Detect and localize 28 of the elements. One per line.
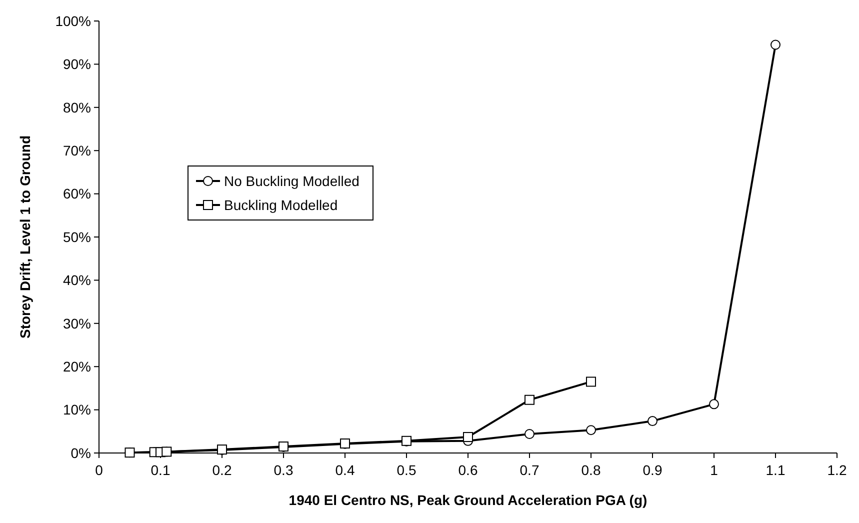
legend-label: Buckling Modelled <box>224 196 338 213</box>
y-tick-label: 80% <box>62 99 91 116</box>
x-tick-label: 1.1 <box>766 462 786 478</box>
x-tick-label: 0.1 <box>150 462 170 478</box>
y-tick-label: 60% <box>62 186 91 202</box>
y-tick-label: 40% <box>62 272 91 288</box>
x-tick-label: 1.2 <box>827 462 847 478</box>
x-tick-label: 0.6 <box>458 462 478 478</box>
y-tick-label: 0% <box>70 444 91 461</box>
y-tick-label: 10% <box>62 402 91 418</box>
x-tick-label: 0.2 <box>212 462 232 478</box>
x-tick-label: 0.8 <box>581 462 601 478</box>
x-tick-label: 0.9 <box>642 462 662 478</box>
x-tick-label: 0.4 <box>335 462 355 478</box>
y-tick-label: 20% <box>62 358 91 374</box>
x-tick-label: 0 <box>95 462 104 478</box>
y-axis-title: Storey Drift, Level 1 to Ground <box>17 135 33 339</box>
x-tick-label: 0.7 <box>520 462 540 478</box>
x-axis-title: 1940 El Centro NS, Peak Ground Acceleration PGA (g) <box>288 492 648 508</box>
y-tick-label: 70% <box>62 142 91 158</box>
y-tick-label: 30% <box>62 315 91 332</box>
x-tick-label: 0.5 <box>396 462 416 478</box>
y-tick-label: 90% <box>62 56 91 72</box>
y-tick-label: 100% <box>55 12 91 29</box>
legend-label: No Buckling Modelled <box>224 172 360 189</box>
x-tick-label: 0.3 <box>274 462 294 478</box>
y-tick-label: 50% <box>62 228 91 245</box>
x-tick-label: 1 <box>710 462 718 478</box>
